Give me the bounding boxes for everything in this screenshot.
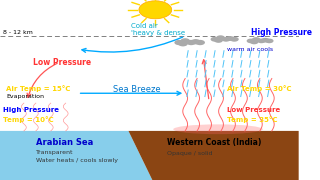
Text: High Pressure: High Pressure xyxy=(251,28,312,37)
Text: warm air cools: warm air cools xyxy=(227,47,273,52)
Ellipse shape xyxy=(173,124,263,134)
Circle shape xyxy=(195,40,205,45)
Polygon shape xyxy=(128,131,299,180)
Text: Western Coast (India): Western Coast (India) xyxy=(167,138,262,147)
Text: Low Pressure: Low Pressure xyxy=(33,58,91,67)
Text: Sea Breeze: Sea Breeze xyxy=(114,86,161,94)
Text: 8 - 12 km: 8 - 12 km xyxy=(3,30,33,35)
Text: High Pressure: High Pressure xyxy=(3,107,59,113)
Circle shape xyxy=(221,37,230,42)
Text: Opaque / solid: Opaque / solid xyxy=(167,151,213,156)
Text: Air Temp = 30°C: Air Temp = 30°C xyxy=(227,85,292,92)
Circle shape xyxy=(174,40,184,45)
Text: Arabian Sea: Arabian Sea xyxy=(36,138,93,147)
Text: Temp = 10°C: Temp = 10°C xyxy=(3,116,54,123)
Text: Evaporation: Evaporation xyxy=(6,94,44,99)
Circle shape xyxy=(226,36,235,41)
Circle shape xyxy=(180,38,190,44)
Circle shape xyxy=(178,41,188,46)
Text: Air Temp = 15°C: Air Temp = 15°C xyxy=(6,85,70,92)
Circle shape xyxy=(257,39,266,43)
Circle shape xyxy=(214,38,223,43)
Text: Cold air
'heavy & dense: Cold air 'heavy & dense xyxy=(132,23,186,36)
Circle shape xyxy=(261,38,270,42)
Circle shape xyxy=(230,37,239,42)
Text: Temp = 35°C: Temp = 35°C xyxy=(227,116,277,123)
Polygon shape xyxy=(0,131,152,180)
Circle shape xyxy=(139,1,172,19)
Circle shape xyxy=(250,40,259,44)
Circle shape xyxy=(186,40,196,45)
Text: Water heats / cools slowly: Water heats / cools slowly xyxy=(36,158,118,163)
Circle shape xyxy=(247,39,255,43)
Circle shape xyxy=(216,35,225,40)
Text: Low Pressure: Low Pressure xyxy=(227,107,280,113)
Text: Transparent: Transparent xyxy=(36,150,73,155)
Circle shape xyxy=(252,37,260,42)
Circle shape xyxy=(191,39,201,44)
Circle shape xyxy=(265,39,274,43)
Circle shape xyxy=(211,37,220,42)
